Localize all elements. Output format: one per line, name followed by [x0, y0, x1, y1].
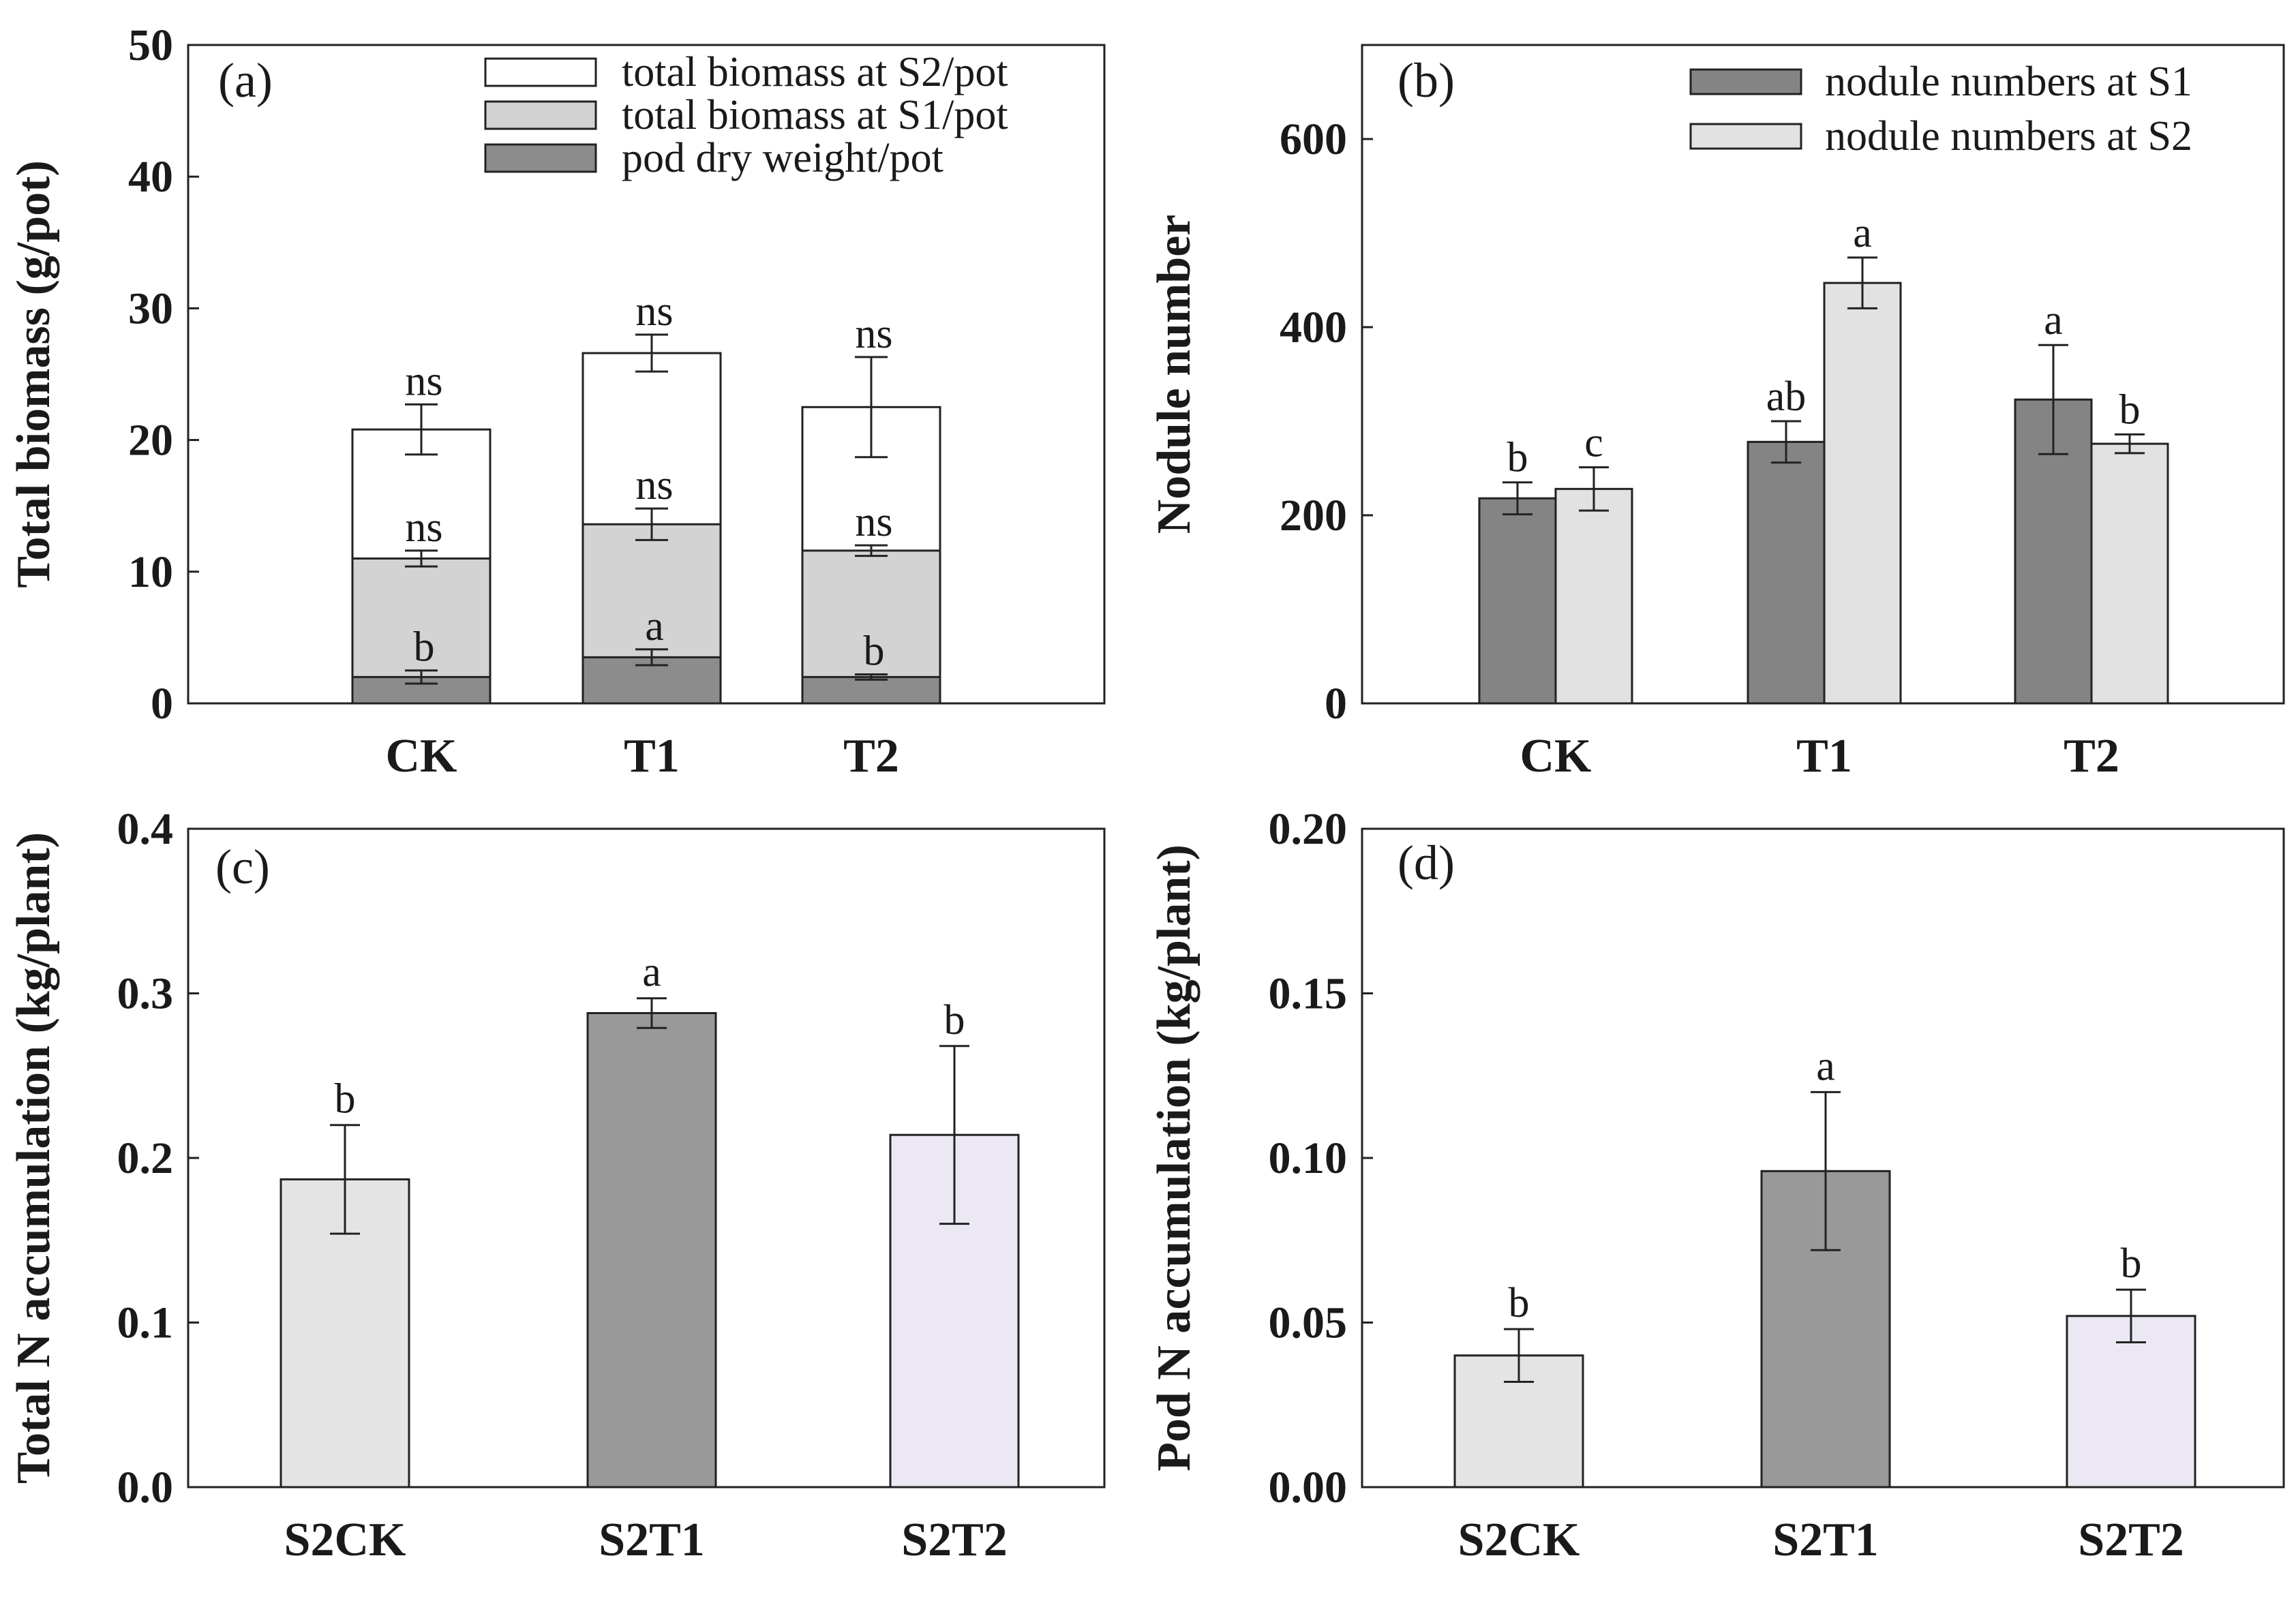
significance-label: ns — [635, 288, 673, 335]
legend-label: total biomass at S1/pot — [622, 92, 1008, 138]
x-tick-label: T2 — [2064, 730, 2119, 782]
panel-tag: (a) — [218, 53, 273, 108]
x-tick-label: CK — [1520, 730, 1592, 782]
x-tick-label: S2T1 — [599, 1514, 705, 1566]
panel-a-biomass-chart: 0 10 20 30 40 50 CK T1 T2 Total biomass (g/pot) (a… — [7, 20, 1106, 782]
y-tick-label: 0.00 — [1269, 1463, 1348, 1512]
y-tick-label: 10 — [128, 547, 173, 597]
y-tick-label: 0.10 — [1269, 1133, 1348, 1183]
significance-label: ns — [855, 499, 892, 545]
y-tick-label: 0.4 — [117, 804, 174, 854]
bar — [1478, 497, 1557, 705]
y-tick-label: 0.1 — [117, 1298, 174, 1348]
x-tick-label: T2 — [843, 730, 899, 782]
bar — [1823, 281, 1902, 705]
significance-label: b — [944, 997, 965, 1043]
panel-tag: (c) — [215, 840, 270, 894]
y-tick-label: 600 — [1280, 114, 1347, 164]
significance-label: ns — [855, 311, 892, 357]
y-tick-label: 0.2 — [117, 1133, 174, 1183]
significance-label: ns — [635, 462, 673, 508]
legend-swatch — [484, 57, 597, 87]
significance-label: b — [1507, 435, 1528, 481]
legend-label: total biomass at S2/pot — [622, 49, 1008, 95]
x-tick-label: S2T2 — [2078, 1514, 2184, 1566]
bar — [801, 675, 941, 705]
legend-swatch — [484, 143, 597, 173]
significance-label: b — [414, 624, 435, 671]
y-axis-title: Nodule number — [1148, 215, 1200, 534]
y-tick-label: 50 — [128, 20, 173, 70]
legend-label: nodule numbers at S1 — [1825, 59, 2192, 105]
significance-label: b — [335, 1076, 356, 1123]
significance-label: a — [642, 949, 661, 996]
y-tick-label: 400 — [1280, 303, 1347, 352]
bar — [1747, 440, 1826, 705]
significance-label: c — [1584, 420, 1603, 466]
significance-label: a — [645, 603, 664, 650]
significance-label: b — [1509, 1280, 1530, 1326]
panel-tag: (b) — [1398, 53, 1455, 108]
x-tick-label: S2CK — [284, 1514, 406, 1566]
legend-label: pod dry weight/pot — [622, 135, 943, 181]
significance-label: ns — [405, 504, 442, 551]
significance-label: b — [2119, 386, 2141, 433]
x-tick-label: S2CK — [1458, 1514, 1580, 1566]
y-axis-title: Total N accumulation (kg/plant) — [7, 832, 60, 1484]
x-tick-label: CK — [386, 730, 457, 782]
bar — [1554, 487, 1633, 705]
x-tick-label: S2T1 — [1772, 1514, 1879, 1566]
significance-label: b — [2121, 1240, 2142, 1287]
x-tick-label: S2T2 — [901, 1514, 1008, 1566]
bar — [586, 1011, 717, 1488]
y-tick-label: 0.15 — [1269, 969, 1348, 1019]
legend-label: nodule numbers at S2 — [1825, 113, 2192, 159]
significance-label: ab — [1766, 373, 1807, 420]
y-tick-label: 40 — [128, 152, 173, 202]
legend-swatch — [1689, 68, 1802, 95]
panel-d-pod-n-chart: 0.00 0.05 0.10 0.15 0.20 S2CK S2T1 S2T2 Pod N ac… — [1148, 804, 2285, 1566]
y-tick-label: 0.20 — [1269, 804, 1348, 854]
panel-c-total-n-chart: 0.0 0.1 0.2 0.3 0.4 S2CK S2T1 S2T2 Total N accum… — [7, 804, 1106, 1566]
y-tick-label: 0 — [151, 679, 173, 729]
y-axis-title: Pod N accumulation (kg/plant) — [1148, 844, 1200, 1471]
y-tick-label: 0.0 — [117, 1463, 174, 1512]
y-tick-label: 0 — [1325, 679, 1347, 729]
legend-swatch — [1689, 123, 1802, 150]
significance-label: a — [1816, 1043, 1835, 1089]
x-tick-label: T1 — [624, 730, 680, 782]
y-tick-label: 20 — [128, 416, 173, 465]
bar — [2090, 442, 2169, 705]
x-tick-label: T1 — [1796, 730, 1852, 782]
y-tick-label: 0.05 — [1269, 1298, 1348, 1348]
panel-tag: (d) — [1398, 836, 1455, 890]
significance-label: a — [2044, 297, 2063, 344]
legend-swatch — [484, 100, 597, 130]
significance-label: ns — [405, 358, 442, 404]
y-tick-label: 200 — [1280, 491, 1347, 540]
y-tick-label: 30 — [128, 284, 173, 333]
y-tick-label: 0.3 — [117, 969, 174, 1019]
y-axis-title: Total biomass (g/pot) — [7, 160, 60, 588]
significance-label: b — [864, 628, 885, 674]
significance-label: a — [1853, 210, 1872, 256]
